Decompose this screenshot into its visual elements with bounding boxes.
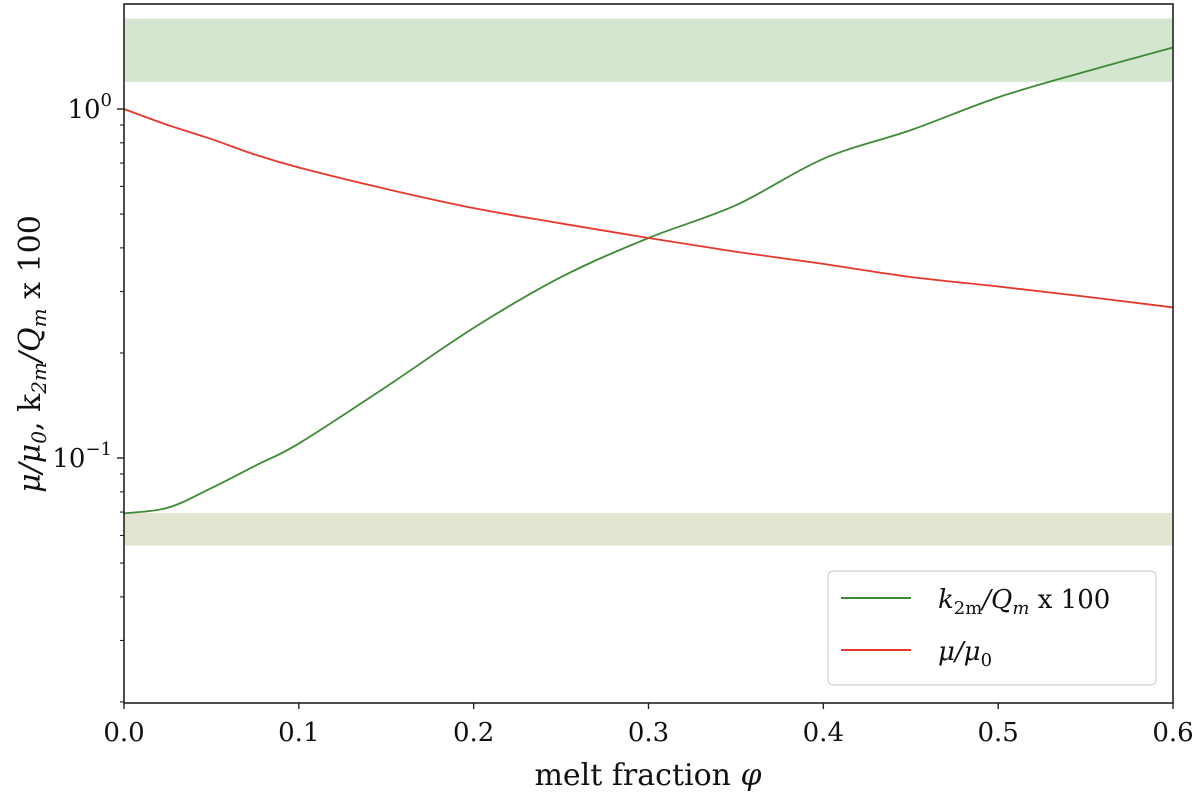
data-lines — [123, 46, 1174, 515]
y-axis-ticks: 100 10−1 — [52, 90, 124, 703]
legend-label-k2m: k2m/Qm x 100 — [938, 585, 1110, 619]
shaded-bands — [123, 18, 1174, 546]
y-tick-label: 10−1 — [52, 439, 112, 474]
line-k2m-over-qm — [123, 46, 1174, 515]
x-tick-label: 0.2 — [453, 718, 494, 748]
line-mu-over-mu0 — [123, 108, 1174, 309]
x-tick-label: 0.3 — [628, 718, 669, 748]
y-tick-label: 100 — [67, 90, 112, 125]
x-tick-label: 0.0 — [103, 718, 144, 748]
legend-box — [827, 570, 1157, 686]
x-tick-label: 0.1 — [278, 718, 319, 748]
legend-label-mu: μ/μ0 — [938, 637, 992, 671]
y-axis-label: μ/μ0, k2m/Qm x 100 — [13, 215, 51, 493]
legend: k2m/Qm x 100 μ/μ0 — [827, 570, 1157, 686]
x-axis-label: melt fraction φ — [534, 758, 761, 793]
x-tick-label: 0.6 — [1152, 718, 1193, 748]
upper-band — [123, 18, 1174, 82]
x-tick-label: 0.5 — [977, 718, 1018, 748]
lower-band — [123, 512, 1174, 546]
x-axis-ticks: 0.0 0.1 0.2 0.3 0.4 0.5 0.6 — [103, 703, 1194, 748]
x-tick-label: 0.4 — [803, 718, 844, 748]
